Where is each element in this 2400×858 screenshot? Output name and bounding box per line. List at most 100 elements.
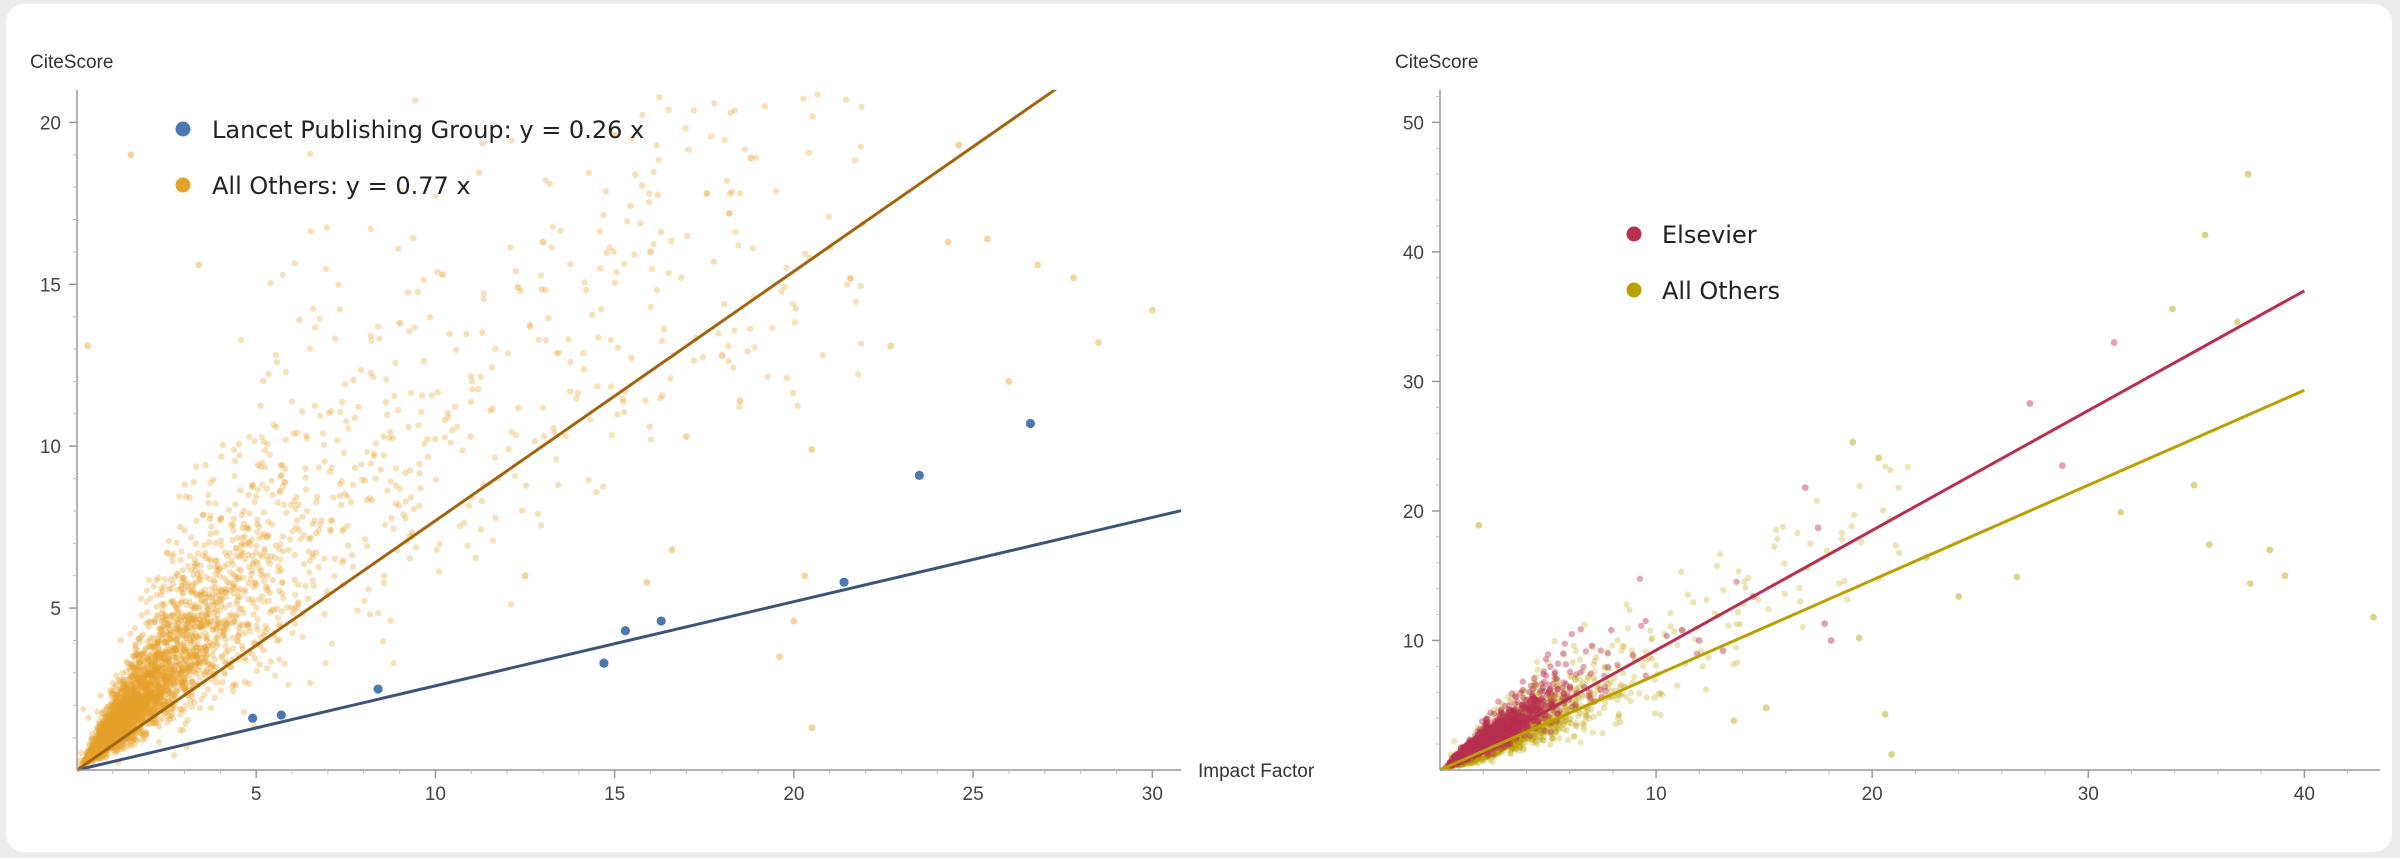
cloud-point	[152, 696, 160, 703]
cloud-point	[167, 635, 174, 642]
cloud-point	[130, 687, 137, 694]
cloud-point	[148, 682, 155, 689]
cloud-point	[537, 272, 545, 279]
cloud-point	[195, 624, 203, 631]
cloud-point	[123, 704, 130, 711]
cloud-point	[177, 670, 184, 677]
cloud-point	[100, 733, 107, 741]
cloud-point	[216, 572, 223, 579]
cloud-point	[158, 628, 165, 635]
cloud-point	[134, 706, 141, 713]
cloud-point	[124, 680, 131, 688]
cloud-point	[656, 94, 663, 101]
cloud-point	[105, 731, 113, 739]
cloud-point	[121, 715, 129, 723]
cloud-point	[130, 696, 137, 704]
cloud-point	[600, 211, 607, 219]
cloud-point	[148, 659, 156, 667]
cloud-point	[141, 649, 148, 657]
cloud-point	[747, 325, 754, 332]
cloud-point	[131, 695, 139, 703]
cloud-point	[206, 576, 213, 583]
cloud-point	[113, 726, 120, 734]
cloud-point	[182, 677, 189, 685]
cloud-point	[206, 660, 213, 668]
cloud-point	[130, 712, 138, 719]
cloud-point	[587, 416, 594, 423]
cloud-point	[339, 527, 346, 535]
cloud-point	[242, 555, 249, 563]
cloud-point	[1797, 598, 1804, 605]
data-point	[248, 713, 258, 723]
cloud-point	[151, 658, 158, 666]
cloud-point	[424, 436, 431, 443]
cloud-point	[367, 332, 374, 339]
cloud-point	[478, 497, 485, 505]
cloud-point	[147, 687, 154, 695]
cloud-point	[90, 747, 98, 754]
cloud-point	[235, 632, 242, 639]
cloud-point	[194, 550, 201, 557]
cloud-point	[122, 696, 129, 703]
cloud-point	[711, 100, 718, 107]
cloud-point	[162, 639, 169, 646]
cloud-point	[91, 742, 98, 749]
cloud-point	[130, 691, 137, 698]
cloud-point	[119, 721, 127, 729]
cloud-point	[126, 722, 133, 730]
cloud-point	[295, 501, 302, 508]
cloud-point	[213, 557, 221, 564]
cloud-point	[241, 588, 248, 596]
cloud-point	[98, 728, 105, 736]
legend-marker	[175, 177, 191, 193]
cloud-point	[159, 587, 166, 595]
cloud-point	[126, 720, 133, 728]
cloud-point	[392, 359, 399, 367]
cloud-point	[161, 683, 168, 690]
cloud-point	[648, 265, 656, 272]
cloud-point	[262, 623, 269, 630]
cloud-point	[97, 739, 104, 746]
cloud-point	[245, 563, 253, 571]
cloud-point	[243, 524, 250, 531]
cloud-point	[310, 305, 317, 312]
cloud-point	[113, 728, 121, 735]
cloud-point	[1547, 741, 1554, 748]
cloud-point	[331, 555, 339, 562]
cloud-point	[106, 732, 114, 740]
cloud-point	[126, 698, 134, 705]
cloud-point	[147, 658, 154, 665]
cloud-point	[110, 725, 118, 732]
cloud-point	[241, 678, 249, 686]
cloud-point	[294, 604, 301, 611]
cloud-point	[278, 590, 286, 597]
cloud-point	[93, 742, 100, 749]
cloud-point	[188, 611, 195, 618]
cloud-point	[260, 438, 268, 445]
cloud-point	[237, 336, 245, 344]
cloud-point	[195, 659, 203, 667]
cloud-point	[715, 330, 722, 337]
cloud-point	[150, 694, 158, 702]
cloud-point	[135, 699, 142, 706]
cloud-point	[275, 568, 282, 575]
x-tick-label: 25	[963, 784, 984, 805]
cloud-point	[239, 646, 246, 653]
cloud-point	[108, 737, 115, 744]
cloud-point	[235, 575, 243, 582]
cloud-point	[198, 596, 205, 603]
cloud-point	[278, 579, 286, 586]
cloud-point	[168, 612, 175, 619]
cloud-point	[102, 718, 109, 725]
cloud-point	[489, 537, 496, 544]
cloud-point	[207, 530, 214, 537]
cloud-point	[116, 696, 123, 704]
cloud-point	[131, 624, 139, 632]
cloud-point	[211, 694, 218, 702]
cloud-point	[180, 659, 187, 666]
cloud-point	[136, 700, 143, 707]
cloud-point	[89, 749, 96, 757]
cloud-point	[376, 335, 383, 342]
cloud-point	[179, 589, 187, 596]
cloud-point	[154, 680, 161, 687]
